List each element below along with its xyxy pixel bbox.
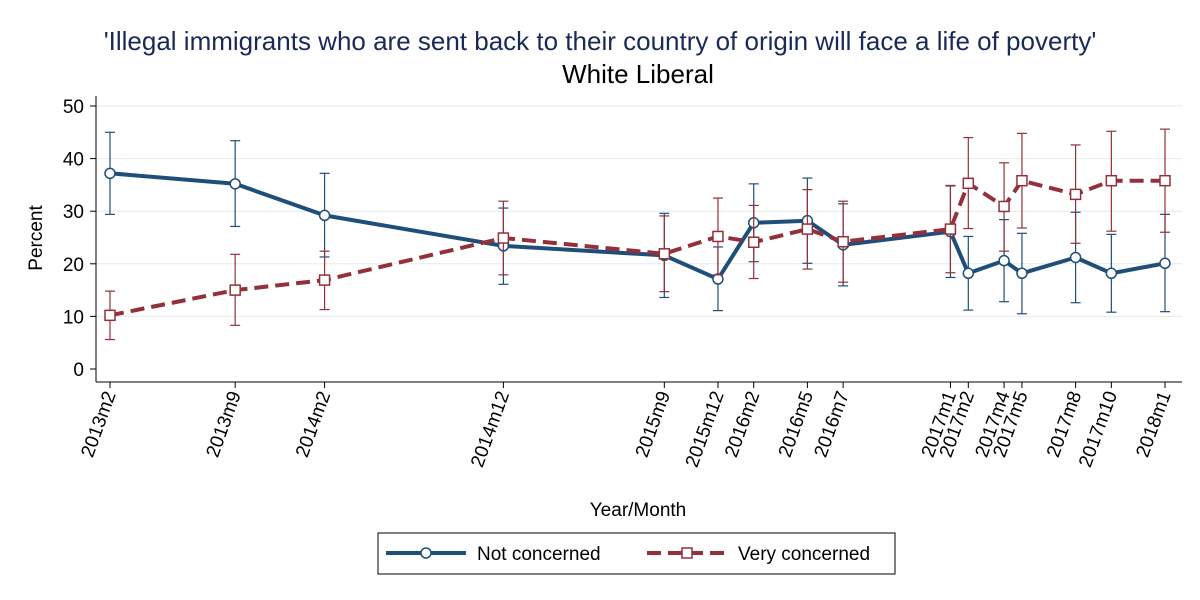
data-point [1069,251,1082,264]
series-layer [104,128,1171,341]
y-tick-label: 20 [63,255,84,276]
x-tick-label: 2013m9 [203,389,246,461]
legend-marker-not-concerned [420,547,432,559]
x-tick-label: 2016m7 [811,389,854,461]
x-tick-label: 2014m2 [292,389,335,461]
x-tick-label: 2015m9 [632,389,675,461]
y-axis-title: Percent [26,205,47,271]
data-point [1159,174,1171,187]
data-point [998,254,1010,267]
data-point [944,223,957,235]
data-point [497,232,510,244]
data-point [1069,188,1082,201]
legend: Not concerned Very concerned [377,532,896,575]
gridlines [96,105,1182,317]
data-point [962,177,975,190]
data-point [318,274,331,286]
data-point [1016,267,1028,280]
y-tick-label: 10 [63,307,84,328]
y-tick-label: 0 [73,360,84,381]
x-axis-title: Year/Month [590,500,686,521]
y-tick-label: 40 [63,150,84,171]
series-very-concerned [104,128,1171,341]
data-point [962,267,975,280]
data-point [712,273,724,285]
y-tick-label: 50 [63,97,84,118]
data-point [1105,267,1118,280]
data-point [712,230,724,243]
axes [90,96,1182,388]
series-line [109,171,1166,282]
y-tick-label: 30 [63,202,84,223]
data-point [229,284,241,296]
chart-title: 'Illegal immigrants who are sent back to… [104,26,1097,56]
data-point [801,223,814,235]
x-tick-label: 2015m12 [682,389,729,471]
data-point [747,236,760,248]
legend-label-not-concerned: Not concerned [477,544,601,565]
data-point [837,235,849,248]
data-point [1159,257,1171,270]
x-tick-labels: 2013m2 2013m9 2014m2 2014m12 2015m9 2015m1220… [77,388,1175,470]
x-tick-label: 2016m2 [721,389,764,461]
data-point [104,309,116,322]
data-point [104,167,116,180]
data-point [1016,174,1028,187]
legend-marker-very-concerned [681,547,693,559]
data-point [229,178,241,190]
x-tick-label: 2013m2 [77,389,120,461]
legend-label-very-concerned: Very concerned [738,544,870,565]
chart-subtitle: White Liberal [562,59,714,89]
data-point [998,200,1010,213]
data-point [658,248,671,260]
y-tick-labels: 0 10 20 30 40 50 [63,97,84,381]
data-point [1105,174,1118,187]
x-tick-label: 2014m12 [467,389,514,471]
data-point [318,209,331,222]
x-tick-label: 2018m1 [1132,389,1175,461]
